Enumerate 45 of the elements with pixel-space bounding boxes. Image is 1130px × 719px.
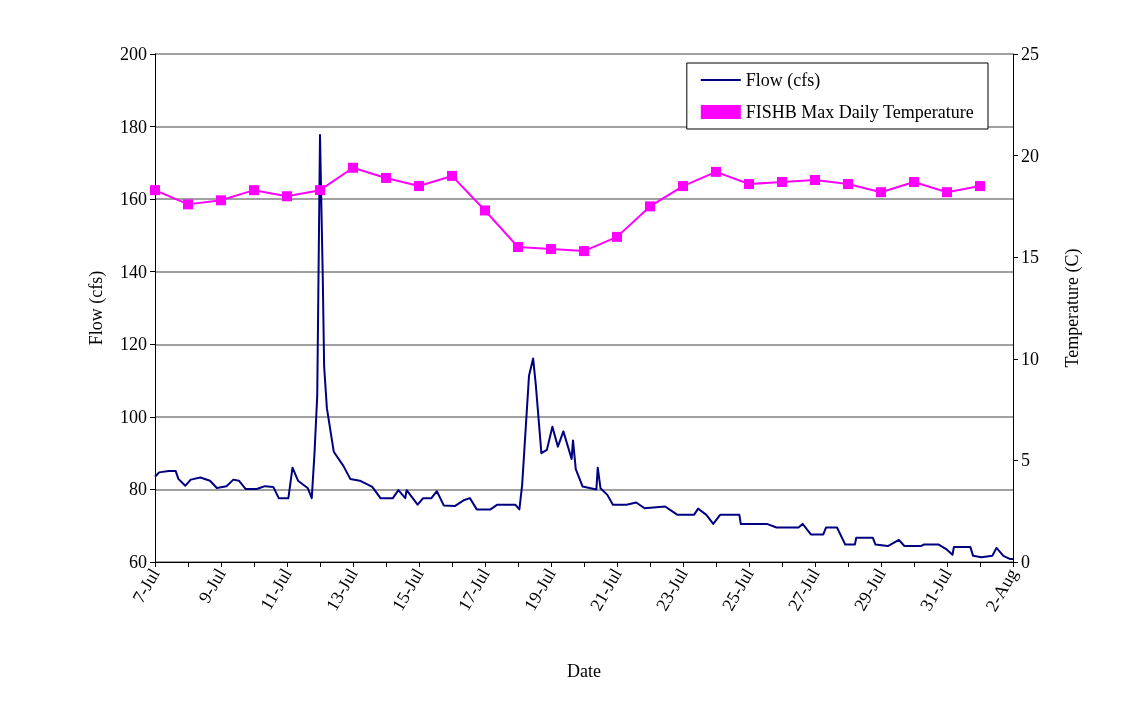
point xyxy=(711,166,721,177)
y2-tick-label: 15 xyxy=(1021,247,1039,268)
y-tick-label: 100 xyxy=(120,406,147,427)
point xyxy=(645,201,655,212)
point xyxy=(777,177,787,188)
point xyxy=(909,177,919,188)
y-tick-label: 140 xyxy=(120,261,147,282)
legend-label: FISHB Max Daily Temperature xyxy=(745,102,974,122)
point xyxy=(810,174,820,185)
y2-tick-label: 5 xyxy=(1021,450,1030,471)
point xyxy=(183,199,193,210)
point xyxy=(150,185,160,196)
point xyxy=(249,185,259,196)
y-tick-label: 80 xyxy=(129,479,147,500)
point xyxy=(348,162,358,173)
x-axis-title: Date xyxy=(567,661,601,681)
point xyxy=(315,185,325,196)
point xyxy=(579,246,589,257)
y-tick-label: 60 xyxy=(129,552,147,572)
point xyxy=(513,242,523,253)
y2-axis-title: Temperature (C) xyxy=(1062,248,1083,368)
point xyxy=(414,181,424,192)
point xyxy=(447,170,457,181)
y2-tick-label: 25 xyxy=(1021,44,1039,64)
point xyxy=(876,187,886,198)
point xyxy=(282,191,292,202)
y-axis-title: Flow (cfs) xyxy=(86,270,107,346)
point xyxy=(843,179,853,190)
y-tick-label: 160 xyxy=(120,189,147,210)
y-tick-label: 120 xyxy=(120,334,147,355)
y2-tick-label: 10 xyxy=(1021,348,1039,369)
point xyxy=(480,205,490,216)
point xyxy=(612,231,622,242)
point xyxy=(216,195,226,206)
point xyxy=(678,181,688,192)
point xyxy=(942,187,952,198)
y2-tick-label: 20 xyxy=(1021,145,1039,166)
point xyxy=(546,244,556,255)
y-tick-label: 200 xyxy=(120,44,147,64)
legend-label: Flow (cfs) xyxy=(745,70,821,91)
point xyxy=(381,172,391,183)
point xyxy=(975,181,985,192)
point xyxy=(744,179,754,190)
y2-tick-label: 0 xyxy=(1021,552,1030,572)
y-tick-label: 180 xyxy=(120,116,147,137)
